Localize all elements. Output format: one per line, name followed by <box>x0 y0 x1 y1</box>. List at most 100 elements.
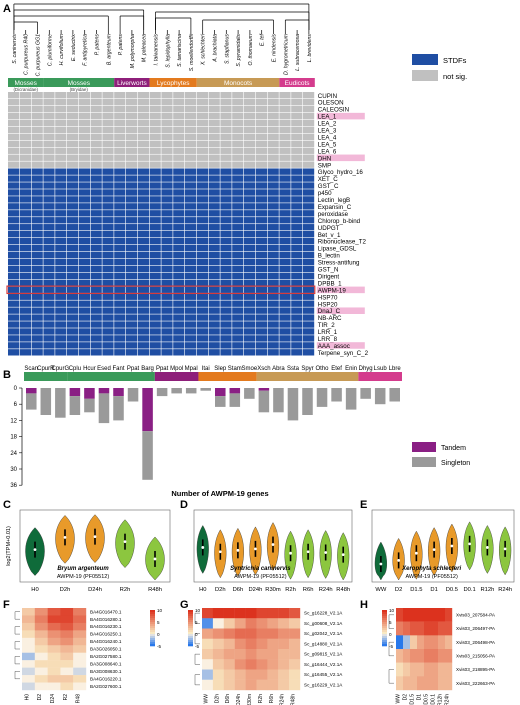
family-highlight <box>316 342 365 349</box>
heatmap-cell <box>90 258 102 266</box>
heatmap-cell <box>149 119 161 127</box>
heatmap-cell <box>8 224 20 231</box>
heatmap-cell <box>73 682 87 691</box>
heatmap-cell <box>161 98 173 106</box>
heatmap-cell <box>291 196 303 203</box>
colorbar-segment <box>188 628 193 631</box>
heatmap-cell <box>303 112 315 120</box>
colorbar-segment <box>188 630 193 633</box>
heatmap-cell <box>60 615 74 624</box>
colorbar-segment <box>382 640 387 643</box>
heatmap-cell <box>90 279 102 286</box>
heatmap-cell <box>303 265 315 273</box>
colorbar-segment <box>150 632 155 635</box>
heatmap-cell <box>303 251 315 259</box>
heatmap-cell <box>55 321 67 328</box>
heatmap-cell <box>196 168 208 175</box>
heatmap-cell <box>73 615 87 624</box>
heatmap-cell <box>267 314 279 321</box>
heatmap-cell <box>149 189 161 196</box>
heatmap-cell <box>47 652 61 661</box>
colorbar-segment <box>382 642 387 645</box>
heatmap-cell <box>223 659 235 670</box>
heatmap-cell <box>303 189 315 196</box>
violin-xlabel: D6h <box>233 587 244 593</box>
heatmap-cell <box>267 231 279 238</box>
heatmap-cell <box>67 335 79 342</box>
legend-swatch-stdf <box>412 54 438 65</box>
heatmap-xlabel: D6h <box>225 694 231 703</box>
heatmap-cell <box>43 251 55 259</box>
heatmap-cell <box>114 189 126 196</box>
heatmap-cell <box>431 676 439 691</box>
heatmap-xlabel: R24h <box>445 694 451 705</box>
colorbar-segment <box>150 644 155 647</box>
heatmap-cell <box>102 272 114 280</box>
heatmap-cell <box>244 147 256 154</box>
heatmap-cell <box>232 328 244 335</box>
heatmap-cell <box>196 105 208 113</box>
group-bar <box>149 78 197 87</box>
heatmap-cell <box>279 314 291 321</box>
heatmap-cell <box>232 300 244 307</box>
heatmap-cell <box>232 217 244 224</box>
heatmap-cell <box>279 140 291 147</box>
heatmap-cell <box>255 237 267 245</box>
heatmap-cell <box>78 217 90 224</box>
heatmap-cell <box>67 140 79 147</box>
heatmap-cell <box>303 293 315 300</box>
heatmap-cell <box>90 286 102 293</box>
heatmap-cell <box>43 147 55 154</box>
heatmap-cell <box>403 635 411 650</box>
heatmap-cell <box>67 161 79 168</box>
heatmap-cell <box>8 196 20 203</box>
heatmap-cell <box>102 244 114 252</box>
heatmap-cell <box>208 335 220 342</box>
heatmap-gene-label: Sc_g09815_V2.1A <box>304 652 343 657</box>
heatmap-cell <box>255 210 267 217</box>
heatmap-cell <box>114 154 126 161</box>
colorbar-segment <box>188 616 193 619</box>
heatmap-cell <box>43 126 55 134</box>
heatmap-cell <box>196 182 208 189</box>
heatmap-cell <box>255 286 267 293</box>
heatmap-cell <box>303 321 315 328</box>
heatmap-cell <box>232 112 244 120</box>
heatmap-cell <box>55 161 67 168</box>
violin-median <box>123 540 127 544</box>
heatmap-cell <box>438 649 446 663</box>
heatmap-cell <box>279 154 291 161</box>
colorbar-segment <box>150 612 155 615</box>
heatmap-cell <box>31 328 43 335</box>
heatmap-cell <box>8 328 20 335</box>
heatmap-cell <box>303 237 315 245</box>
heatmap-cell <box>67 321 79 328</box>
heatmap-cell <box>67 126 79 134</box>
heatmap-cell <box>114 251 126 259</box>
heatmap-cell <box>114 328 126 335</box>
heatmap-cell <box>173 126 185 134</box>
heatmap-cell <box>185 161 197 168</box>
heatmap-cell <box>208 237 220 245</box>
heatmap-cell <box>185 328 197 335</box>
heatmap-cell <box>31 314 43 321</box>
heatmap-cell <box>102 203 114 210</box>
species-abbr: Spyr <box>301 366 313 372</box>
heatmap-cell <box>396 676 404 691</box>
heatmap-cell <box>208 328 220 335</box>
heatmap-cell <box>102 321 114 328</box>
heatmap-cell <box>19 244 31 252</box>
heatmap-cell <box>220 126 232 134</box>
violin-xlabel: R30m <box>265 587 281 593</box>
species-label: S. lepidophylla <box>165 34 171 68</box>
heatmap-cell <box>212 618 224 629</box>
heatmap-cell <box>114 293 126 300</box>
heatmap-cell <box>137 98 149 106</box>
heatmap-cell <box>19 335 31 342</box>
heatmap-cell <box>256 638 268 650</box>
heatmap-cell <box>137 272 149 280</box>
heatmap-cell <box>19 154 31 161</box>
heatmap-cell <box>55 279 67 286</box>
species-label: B. argenteum <box>106 33 112 65</box>
colorbar-segment <box>382 620 387 623</box>
